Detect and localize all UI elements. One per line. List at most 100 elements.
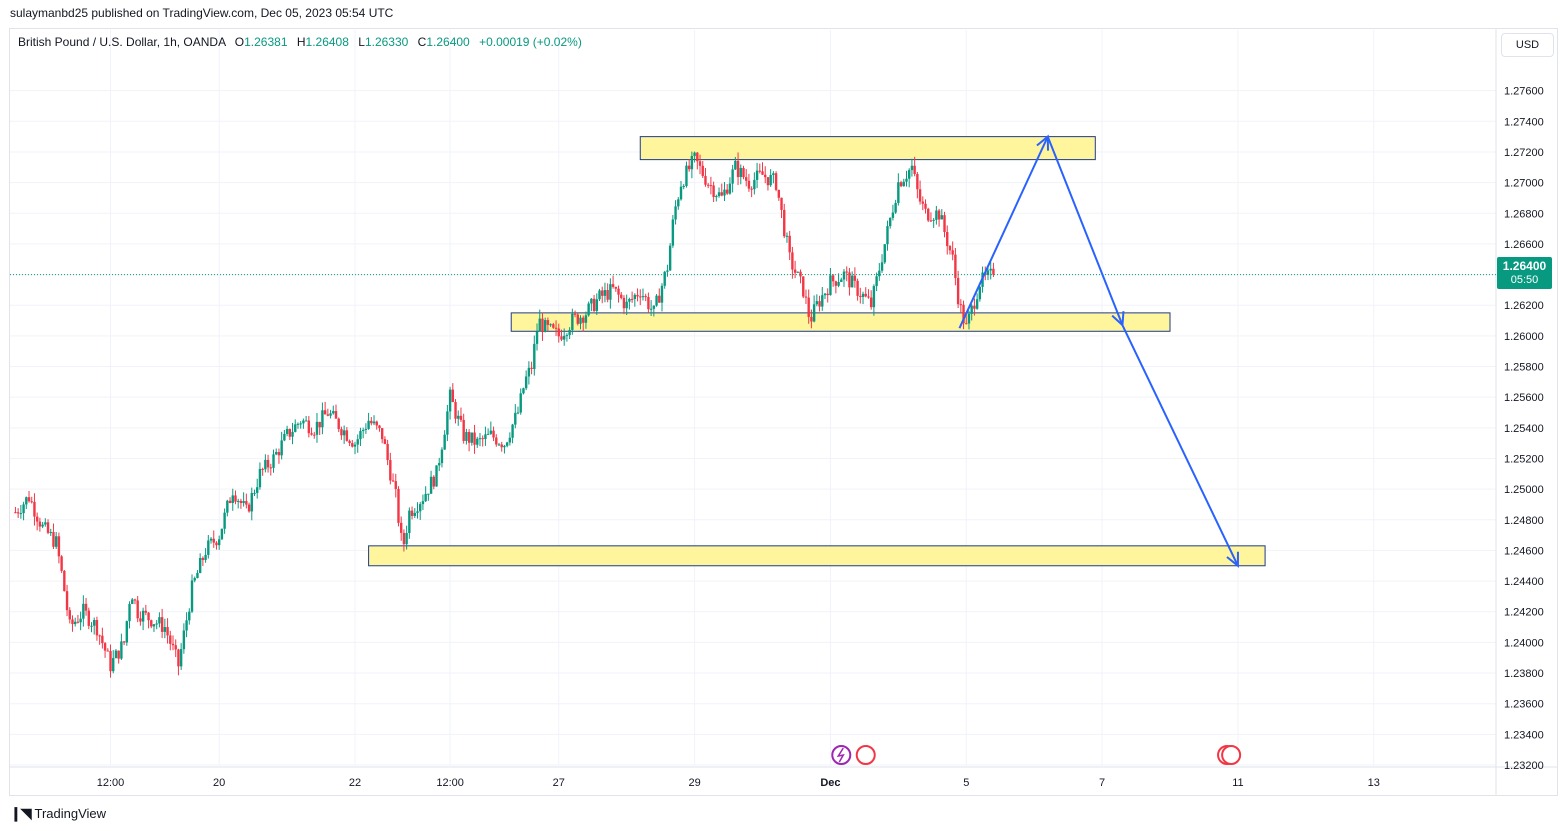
candle-body: [554, 327, 558, 329]
symbol-legend: British Pound / U.S. Dollar, 1h, OANDA O…: [18, 35, 582, 49]
support-resistance-zone: [368, 545, 1266, 567]
candle-body: [666, 270, 669, 272]
candle-body: [150, 620, 153, 627]
candle-body: [704, 175, 707, 185]
candle-body: [937, 210, 941, 220]
candle-body: [427, 493, 430, 495]
close-value: 1.26400: [426, 35, 470, 49]
candle-body: [223, 512, 226, 529]
candle-body: [549, 324, 552, 326]
candle-body: [207, 540, 210, 555]
candle-body: [424, 493, 427, 502]
candle-body: [41, 524, 44, 527]
y-tick-label: 1.25400: [1504, 423, 1544, 435]
candle-body: [397, 488, 400, 523]
last-price-value: 1.26400: [1502, 259, 1547, 273]
candle-body: [25, 497, 28, 505]
brand-name: TradingView: [34, 806, 107, 821]
candle-body: [125, 621, 129, 643]
candle-body: [848, 272, 851, 288]
candle-body: [584, 315, 588, 323]
candle-body: [872, 286, 876, 308]
candle-body: [693, 152, 696, 156]
candle-body: [508, 437, 512, 443]
y-tick-label: 1.25000: [1504, 484, 1544, 496]
candle-body: [101, 635, 104, 644]
candle-body: [242, 500, 245, 504]
candle-body: [582, 317, 585, 323]
candle-body: [747, 180, 751, 189]
candle-body: [888, 217, 892, 227]
candle-body: [49, 532, 52, 534]
candle-body: [275, 452, 278, 455]
candle-body: [410, 510, 414, 516]
candle-body: [112, 658, 115, 672]
candle-body: [717, 192, 721, 197]
candle-body: [647, 297, 650, 310]
candle-body: [122, 641, 126, 643]
candle-body: [660, 285, 664, 303]
candle-body: [310, 433, 313, 435]
candle-body: [481, 438, 484, 440]
y-tick-label: 1.23600: [1504, 699, 1544, 711]
candle-body: [408, 510, 411, 534]
candle-body: [546, 320, 550, 325]
candle-body: [337, 418, 340, 430]
candle-body: [188, 611, 191, 621]
candle-body: [603, 290, 607, 296]
candle-body: [473, 432, 476, 445]
y-tick-label: 1.24800: [1504, 515, 1544, 527]
candle-body: [438, 463, 441, 466]
candle-body: [943, 215, 946, 232]
candle-body: [774, 173, 778, 190]
candle-body: [378, 425, 381, 429]
y-tick-label: 1.23800: [1504, 668, 1544, 680]
high-label: H: [296, 35, 306, 49]
y-tick-label: 1.26000: [1504, 331, 1544, 343]
candle-body: [114, 650, 118, 659]
candle-body: [299, 423, 302, 425]
candle-body: [253, 492, 256, 494]
candle-body: [443, 434, 446, 450]
y-tick-label: 1.26600: [1504, 239, 1544, 251]
candle-body: [163, 627, 167, 632]
currency-button[interactable]: USD: [1501, 33, 1554, 57]
candle-body: [918, 189, 922, 202]
candle-body: [905, 178, 908, 182]
candle-body: [698, 161, 702, 166]
y-tick-label: 1.26200: [1504, 300, 1544, 312]
candle-body: [924, 203, 927, 209]
candle-body: [538, 318, 541, 332]
y-tick-label: 1.24000: [1504, 637, 1544, 649]
candle-body: [810, 316, 813, 322]
candle-body: [671, 219, 675, 246]
candle-body: [250, 493, 253, 512]
x-tick-label: 22: [349, 777, 361, 789]
candle-body: [342, 430, 346, 436]
candle-body: [16, 512, 20, 514]
candle-body: [601, 290, 604, 296]
candle-body: [478, 438, 482, 440]
candle-body: [606, 290, 609, 300]
candle-body: [454, 402, 457, 419]
candle-body: [807, 297, 810, 317]
candle-body: [361, 429, 365, 432]
y-tick-label: 1.25600: [1504, 392, 1544, 404]
candle-body: [332, 411, 335, 414]
candle-body: [209, 538, 213, 541]
x-tick-label: 20: [213, 777, 225, 789]
candle-body: [658, 295, 661, 303]
candle-body: [728, 183, 732, 194]
candle-body: [236, 500, 240, 502]
candle-body: [962, 304, 965, 324]
candle-body: [745, 177, 748, 181]
chart-frame: [9, 28, 1558, 796]
candle-body: [57, 536, 61, 557]
candle-body: [182, 630, 186, 650]
footer-brand[interactable]: ❙◥ TradingView: [10, 805, 106, 822]
candle-body: [228, 500, 232, 503]
candle-body: [620, 294, 623, 298]
candle-body: [571, 313, 574, 331]
candle-body: [152, 624, 156, 627]
